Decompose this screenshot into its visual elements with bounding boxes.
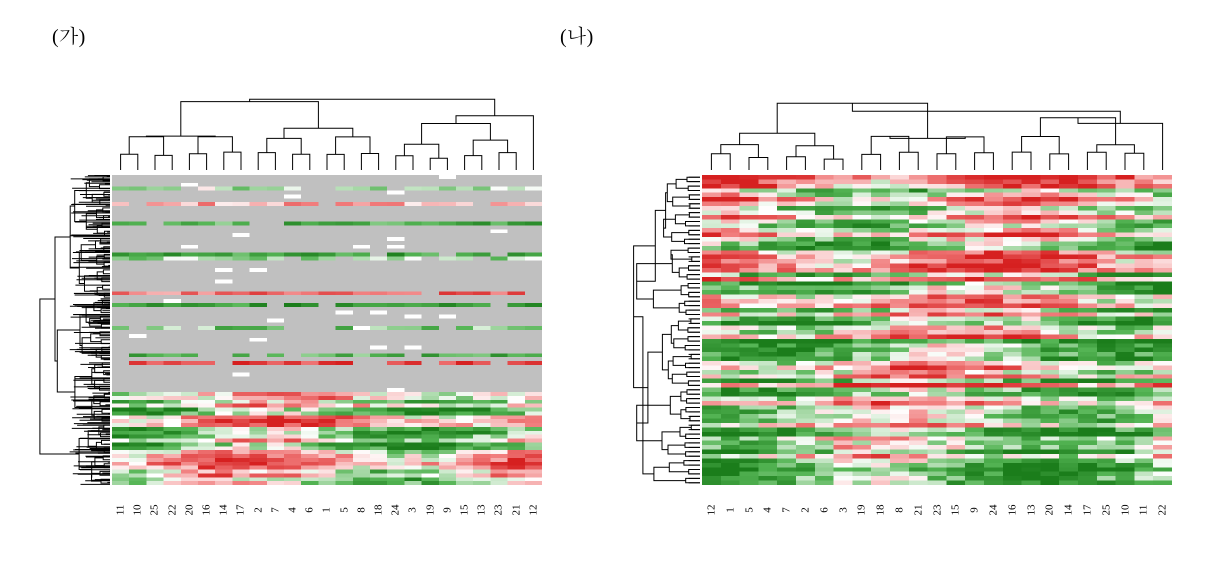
panel-a-heatmap bbox=[112, 175, 542, 485]
panel-a-column-labels: 1110252220161417274615818243199151323211… bbox=[112, 490, 542, 530]
column-label: 22 bbox=[1143, 501, 1183, 520]
column-label: 12 bbox=[513, 501, 553, 518]
panel-a-row-dendrogram bbox=[20, 175, 110, 485]
panel-a-label: (가) bbox=[52, 20, 152, 50]
panel-b-column-labels: 1215472631918821231592416132014172510112… bbox=[702, 490, 1172, 530]
panel-a-column-dendrogram bbox=[112, 80, 542, 170]
panel-b-row-dendrogram bbox=[605, 175, 700, 485]
panel-b-heatmap bbox=[702, 175, 1172, 485]
panel-b-label: (나) bbox=[560, 20, 660, 50]
panel-b-column-dendrogram bbox=[702, 80, 1172, 170]
